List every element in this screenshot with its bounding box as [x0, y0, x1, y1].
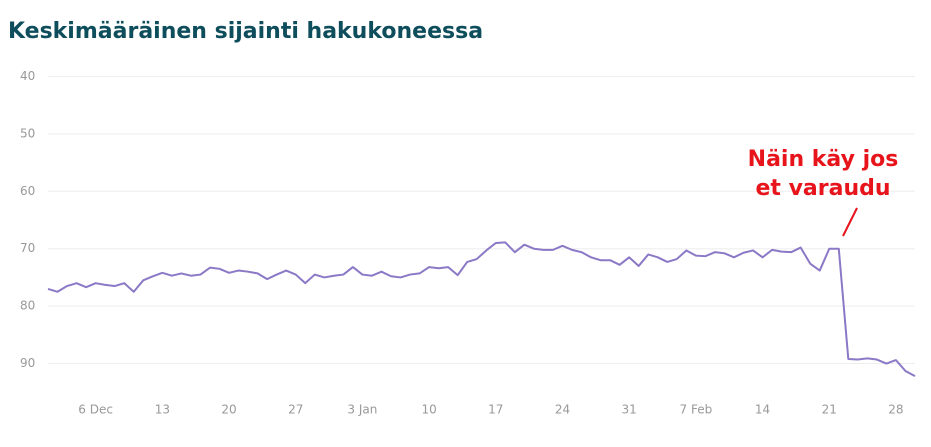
- annotation: et varaudu: [755, 176, 890, 201]
- x-tick-label: 17: [488, 403, 503, 417]
- y-tick-label: 40: [20, 69, 35, 83]
- x-tick-label: 20: [221, 403, 236, 417]
- annotation-pointer: [842, 207, 858, 237]
- y-tick-label: 70: [20, 241, 35, 255]
- y-tick-label: 80: [20, 299, 35, 313]
- x-tick-label: 7 Feb: [680, 403, 713, 417]
- x-tick-label: 14: [755, 403, 770, 417]
- data-line: [47, 241, 916, 378]
- annotation: Näin käy jos: [748, 147, 899, 172]
- y-tick-label: 50: [20, 126, 35, 140]
- x-tick-label: 24: [555, 403, 570, 417]
- x-tick-label: 28: [888, 403, 903, 417]
- x-tick-label: 21: [822, 403, 837, 417]
- x-tick-label: 31: [622, 403, 637, 417]
- x-tick-label: 27: [288, 403, 303, 417]
- x-tick-label: 10: [421, 403, 436, 417]
- x-tick-label: 6 Dec: [78, 403, 113, 417]
- x-tick-label: 3 Jan: [347, 403, 377, 417]
- chart-title: Keskimääräinen sijainti hakukoneessa: [8, 19, 483, 44]
- x-tick-label: 13: [155, 403, 170, 417]
- y-tick-label: 60: [20, 184, 35, 198]
- y-tick-label: 90: [20, 356, 35, 370]
